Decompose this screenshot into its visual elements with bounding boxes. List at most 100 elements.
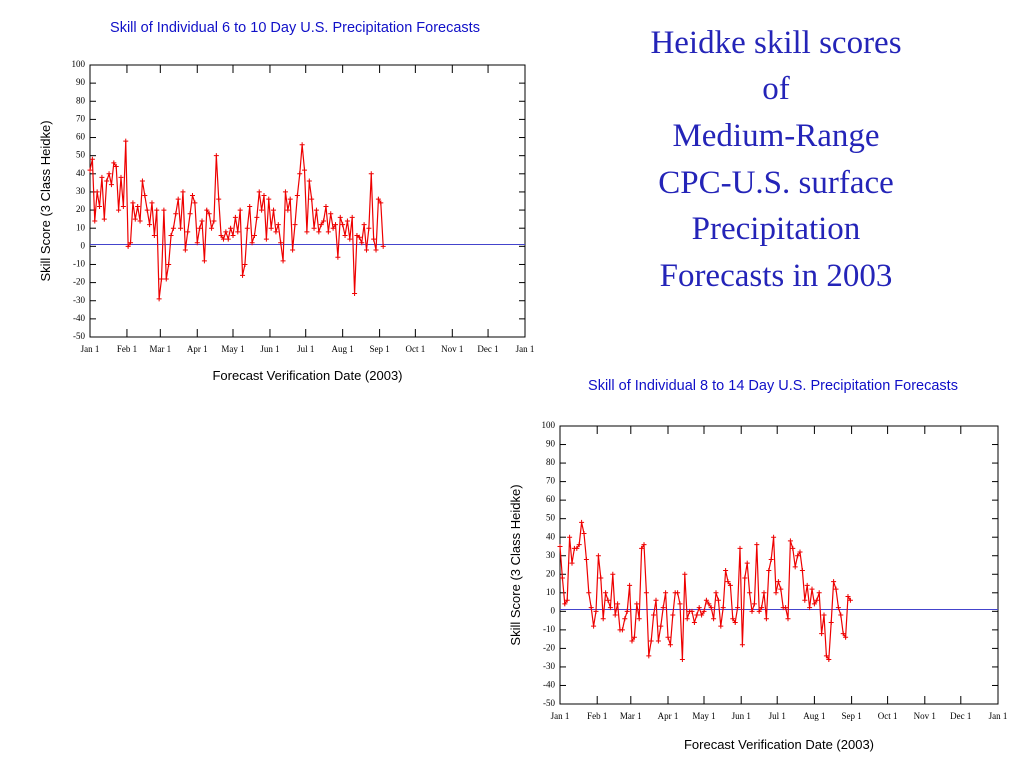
point-marker	[313, 207, 319, 213]
point-marker	[87, 167, 93, 173]
point-marker	[826, 657, 832, 663]
point-marker	[557, 543, 563, 549]
plot-frame	[89, 64, 526, 338]
point-marker	[838, 612, 844, 618]
point-marker	[337, 214, 343, 220]
x-tick-label: May 1	[692, 711, 715, 721]
point-marker	[648, 638, 654, 644]
point-marker	[631, 634, 637, 640]
heading-line: Forecasts in 2003	[660, 258, 893, 294]
point-marker	[111, 160, 117, 166]
point-marker	[335, 254, 341, 260]
point-marker	[180, 189, 186, 195]
point-marker	[723, 568, 729, 574]
point-marker	[371, 236, 377, 242]
point-marker	[720, 605, 726, 611]
point-marker	[242, 261, 248, 267]
point-marker	[199, 218, 205, 224]
point-marker	[809, 586, 815, 592]
point-marker	[665, 634, 671, 640]
point-marker	[790, 545, 796, 551]
point-marker	[261, 193, 267, 199]
point-marker	[271, 207, 277, 213]
point-marker	[768, 556, 774, 562]
point-marker	[170, 225, 176, 231]
point-marker	[89, 156, 95, 162]
point-marker	[627, 582, 633, 588]
point-marker	[230, 232, 236, 238]
point-marker	[799, 568, 805, 574]
point-marker	[742, 575, 748, 581]
point-marker	[651, 612, 657, 618]
y-tick-label: 80	[76, 95, 86, 105]
point-marker	[344, 218, 350, 224]
point-marker	[189, 193, 195, 199]
point-marker	[807, 605, 813, 611]
point-marker	[576, 542, 582, 548]
point-marker	[708, 605, 714, 611]
point-marker	[273, 229, 279, 235]
point-marker	[696, 605, 702, 611]
point-marker	[290, 247, 296, 253]
x-tick-label: Aug 1	[332, 344, 354, 354]
point-marker	[711, 616, 717, 622]
point-marker	[178, 225, 184, 231]
point-marker	[287, 196, 293, 202]
y-tick-label: 0	[551, 605, 556, 615]
x-axis-label: Forecast Verification Date (2003)	[212, 368, 402, 383]
point-marker	[342, 232, 348, 238]
y-tick-label: -40	[543, 680, 555, 690]
y-tick-label: -50	[73, 331, 85, 341]
point-marker	[603, 590, 609, 596]
point-marker	[123, 138, 129, 144]
point-marker	[363, 247, 369, 253]
x-tick-label: Jun 1	[260, 344, 279, 354]
point-marker	[600, 616, 606, 622]
point-marker	[574, 545, 580, 551]
point-marker	[595, 553, 601, 559]
plot-frame	[559, 425, 999, 705]
y-axis-label: Skill Score (3 Class Heidke)	[38, 120, 53, 281]
point-marker	[639, 545, 645, 551]
point-marker	[118, 174, 124, 180]
point-marker	[220, 236, 226, 242]
point-marker	[321, 218, 327, 224]
point-marker	[104, 178, 110, 184]
point-marker	[247, 203, 253, 209]
point-marker	[106, 171, 112, 177]
point-marker	[249, 240, 255, 246]
point-marker	[751, 601, 757, 607]
y-tick-label: -20	[73, 277, 85, 287]
point-marker	[749, 608, 755, 614]
x-tick-label: Aug 1	[803, 711, 825, 721]
x-tick-label: Dec 1	[477, 344, 498, 354]
point-marker	[778, 586, 784, 592]
y-tick-label: -20	[543, 642, 555, 652]
point-marker	[232, 214, 238, 220]
point-marker	[607, 605, 613, 611]
point-marker	[739, 642, 745, 648]
x-tick-label: Jan 1	[516, 344, 535, 354]
point-marker	[306, 178, 312, 184]
point-marker	[763, 616, 769, 622]
point-marker	[732, 619, 738, 625]
point-marker	[643, 590, 649, 596]
x-tick-label: Jan 1	[81, 344, 100, 354]
point-marker	[266, 196, 272, 202]
point-marker	[679, 657, 685, 663]
heading-line: Precipitation	[692, 211, 861, 247]
y-tick-label: 70	[546, 476, 556, 486]
y-tick-label: 50	[76, 150, 86, 160]
y-tick-label: 50	[546, 513, 556, 523]
point-marker	[579, 519, 585, 525]
point-marker	[280, 258, 286, 264]
x-tick-label: Mar 1	[620, 711, 642, 721]
point-marker	[823, 653, 829, 659]
x-tick-label: Mar 1	[149, 344, 171, 354]
point-marker	[366, 225, 372, 231]
point-marker	[130, 200, 136, 206]
x-tick-label: Apr 1	[658, 711, 679, 721]
point-marker	[297, 171, 303, 177]
point-marker	[684, 616, 690, 622]
point-marker	[373, 247, 379, 253]
